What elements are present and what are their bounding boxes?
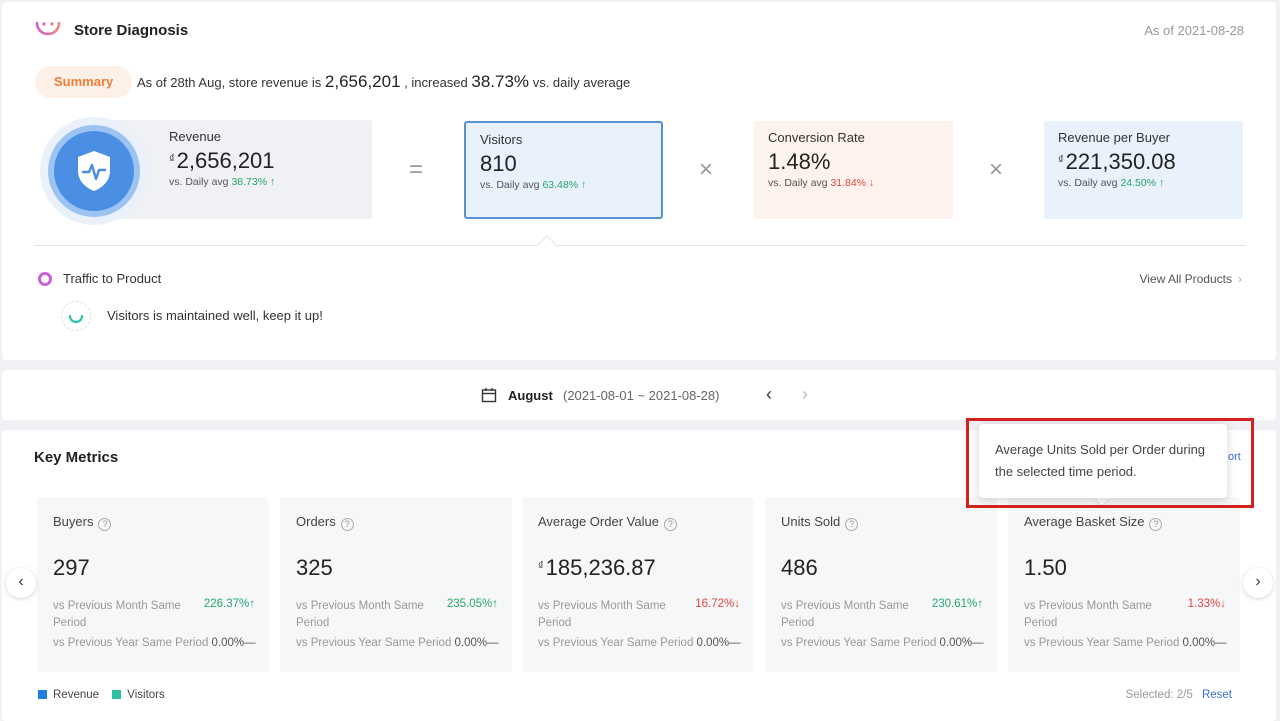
selected-month[interactable]: August bbox=[508, 388, 553, 403]
selected-count: Selected: 2/5 Reset bbox=[1125, 689, 1232, 701]
store-smile-logo-icon bbox=[35, 21, 61, 36]
selected-date-range[interactable]: (2021-08-01 ~ 2021-08-28) bbox=[563, 388, 720, 403]
help-icon[interactable]: ? bbox=[1149, 518, 1163, 531]
metric-prev-month-label: vs Previous Month Same Period bbox=[538, 600, 666, 629]
help-icon[interactable]: ? bbox=[663, 518, 677, 531]
traffic-ring-icon bbox=[38, 272, 52, 286]
summary-text: As of 28th Aug, store revenue is 2,656,2… bbox=[137, 72, 631, 91]
rpb-value: ₫221,350.08 bbox=[1058, 149, 1176, 174]
carousel-prev-button[interactable]: ‹ bbox=[6, 568, 36, 598]
metric-prev-month-value: 230.61%↑ bbox=[931, 598, 983, 610]
metric-help-tooltip: Average Units Sold per Order during the … bbox=[979, 424, 1227, 498]
carousel-next-button[interactable]: › bbox=[1243, 568, 1273, 598]
metric-value: ₫185,236.87 bbox=[538, 555, 656, 580]
metric-card-average-order-value[interactable]: Average Order Value? ₫185,236.87 vs Prev… bbox=[522, 497, 754, 672]
section-divider bbox=[34, 245, 1246, 246]
help-icon[interactable]: ? bbox=[98, 518, 112, 531]
metric-prev-month-label: vs Previous Month Same Period bbox=[1024, 600, 1152, 629]
metric-prev-month-value: 235.05%↑ bbox=[446, 598, 498, 610]
view-all-products-link[interactable]: View All Products › bbox=[1139, 272, 1243, 286]
conversion-label: Conversion Rate bbox=[768, 130, 865, 145]
selection-pointer bbox=[537, 235, 557, 255]
summary-badge: Summary bbox=[35, 66, 133, 98]
legend-item-revenue[interactable]: Revenue bbox=[38, 689, 99, 701]
metric-card-buyers[interactable]: Buyers? 297 vs Previous Month Same Perio… bbox=[37, 497, 269, 672]
help-icon[interactable]: ? bbox=[845, 518, 859, 531]
reset-button[interactable]: Reset bbox=[1201, 689, 1232, 701]
metric-value: 1.50 bbox=[1024, 555, 1067, 580]
equals-sign: = bbox=[409, 156, 424, 183]
legend-item-visitors[interactable]: Visitors bbox=[112, 689, 165, 701]
metric-value: 297 bbox=[53, 555, 90, 580]
visitors-comparison: vs. Daily avg 63.48% ↑ bbox=[480, 179, 587, 191]
metric-prev-year: vs Previous Year Same Period 0.00%— bbox=[296, 637, 499, 649]
traffic-tip-text: Visitors is maintained well, keep it up! bbox=[107, 308, 323, 323]
metric-prev-month-label: vs Previous Month Same Period bbox=[781, 600, 909, 629]
metric-card-units-sold[interactable]: Units Sold? 486 vs Previous Month Same P… bbox=[765, 497, 997, 672]
key-metrics-title: Key Metrics bbox=[34, 449, 119, 466]
metric-prev-month-value: 1.33%↓ bbox=[1187, 598, 1226, 610]
shield-pulse-icon bbox=[78, 151, 110, 191]
metric-prev-year: vs Previous Year Same Period 0.00%— bbox=[53, 637, 256, 649]
revenue-value: ₫2,656,201 bbox=[169, 148, 275, 173]
page-title: Store Diagnosis bbox=[74, 22, 189, 39]
chart-legend: Revenue Visitors bbox=[38, 689, 165, 701]
multiply-sign-1: × bbox=[699, 156, 714, 183]
visitors-value: 810 bbox=[480, 151, 517, 176]
key-metrics-card: Key Metrics ort Buyers? 297 vs Previous … bbox=[2, 430, 1276, 721]
rpb-label: Revenue per Buyer bbox=[1058, 130, 1171, 145]
metric-value: 325 bbox=[296, 555, 333, 580]
conversion-value: 1.48% bbox=[768, 149, 831, 174]
revenue-comparison: vs. Daily avg 38.73% ↑ bbox=[169, 176, 276, 188]
metric-prev-year: vs Previous Year Same Period 0.00%— bbox=[781, 637, 984, 649]
tip-status-icon bbox=[61, 301, 91, 331]
revenue-per-buyer-metric[interactable]: Revenue per Buyer ₫221,350.08 vs. Daily … bbox=[1044, 121, 1243, 219]
conversion-comparison: vs. Daily avg 31.84% ↓ bbox=[768, 177, 875, 189]
annotation-highlight-box bbox=[966, 418, 1254, 508]
visitors-label: Visitors bbox=[480, 132, 523, 147]
chevron-right-icon: › bbox=[1238, 272, 1242, 286]
export-link[interactable]: ort bbox=[1228, 451, 1241, 463]
metric-prev-month-value: 226.37%↑ bbox=[203, 598, 255, 610]
metric-prev-month-label: vs Previous Month Same Period bbox=[53, 600, 181, 629]
multiply-sign-2: × bbox=[989, 156, 1004, 183]
revenue-label: Revenue bbox=[169, 129, 222, 144]
calendar-icon[interactable] bbox=[481, 387, 497, 403]
metric-prev-year: vs Previous Year Same Period 0.00%— bbox=[538, 637, 741, 649]
store-diagnosis-card: Store Diagnosis As of 2021-08-28 Summary… bbox=[2, 2, 1276, 360]
summary-revenue: 2,656,201 bbox=[324, 72, 401, 91]
metric-prev-year: vs Previous Year Same Period 0.00%— bbox=[1024, 637, 1227, 649]
visitors-metric[interactable]: Visitors 810 vs. Daily avg 63.48% ↑ bbox=[464, 121, 663, 219]
summary-increase-pct: 38.73% bbox=[471, 72, 530, 91]
metric-card-average-basket-size[interactable]: Average Basket Size? 1.50 vs Previous Mo… bbox=[1008, 497, 1240, 672]
metric-value: 486 bbox=[781, 555, 818, 580]
next-period-button[interactable]: › bbox=[802, 384, 808, 404]
conversion-rate-metric[interactable]: Conversion Rate 1.48% vs. Daily avg 31.8… bbox=[754, 121, 953, 219]
rpb-comparison: vs. Daily avg 24.50% ↑ bbox=[1058, 177, 1165, 189]
date-range-bar: August (2021-08-01 ~ 2021-08-28) ‹ › bbox=[2, 370, 1276, 420]
help-icon[interactable]: ? bbox=[340, 518, 354, 531]
metric-prev-month-label: vs Previous Month Same Period bbox=[296, 600, 424, 629]
traffic-to-product-title: Traffic to Product bbox=[63, 271, 162, 286]
metric-prev-month-value: 16.72%↓ bbox=[695, 598, 740, 610]
metric-card-orders[interactable]: Orders? 325 vs Previous Month Same Perio… bbox=[280, 497, 512, 672]
previous-period-button[interactable]: ‹ bbox=[766, 384, 772, 404]
store-health-shield bbox=[40, 117, 148, 225]
as-of-date: As of 2021-08-28 bbox=[1144, 23, 1244, 38]
